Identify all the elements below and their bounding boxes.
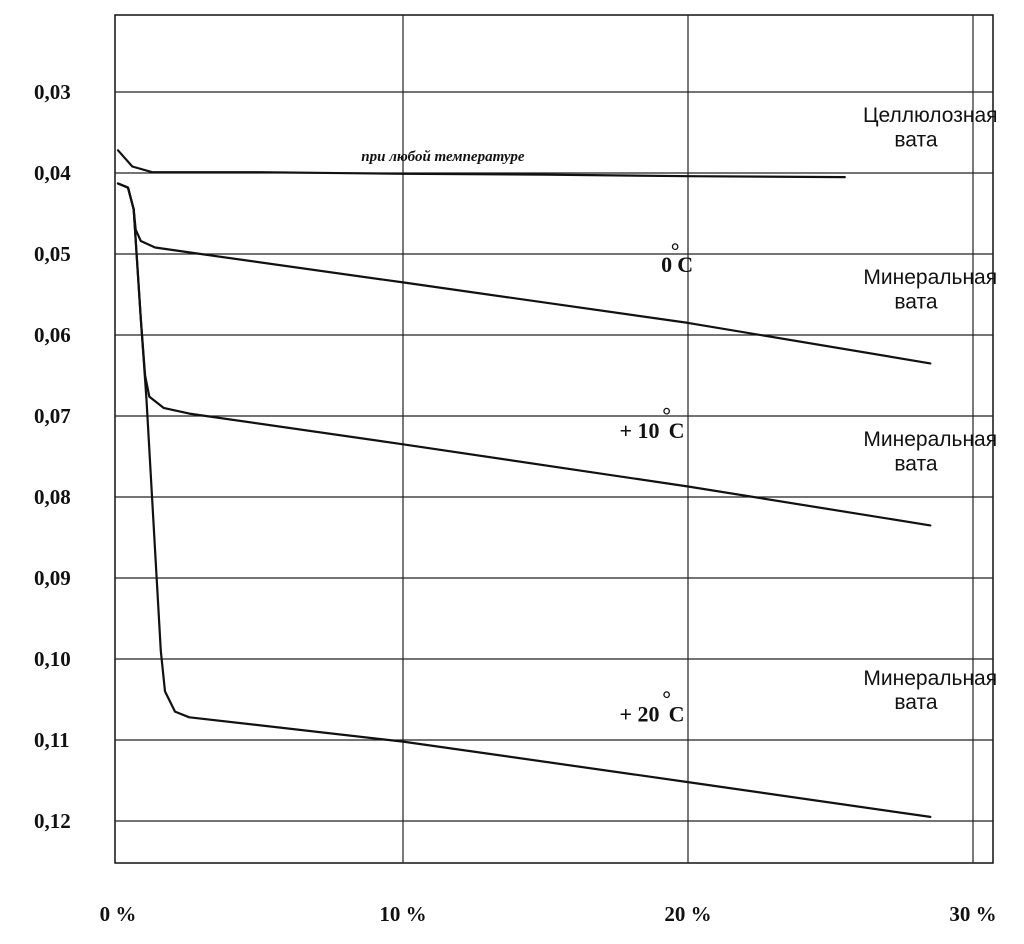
annotation-label: Минеральная (863, 266, 997, 289)
x-tick-label: 20 % (664, 902, 711, 926)
x-tick-label: 10 % (379, 902, 426, 926)
y-tick-label: 0,06 (34, 323, 71, 347)
y-tick-label: 0,10 (34, 647, 71, 671)
annotation-label: вата (894, 452, 938, 475)
annotation-label: 0 (661, 252, 672, 277)
x-tick-label: 0 % (100, 902, 137, 926)
annotation-label: C (669, 701, 685, 726)
annotation-label: ° (671, 238, 680, 263)
annotation-label: C (669, 418, 685, 443)
annotation-label: вата (894, 128, 938, 151)
series-line-4 (116, 182, 932, 819)
annotation-label: + 10 (620, 418, 660, 443)
annotation-label: + 20 (620, 701, 660, 726)
annotation-label: C (677, 252, 693, 277)
series-line-3 (116, 182, 932, 527)
y-tick-label: 0,05 (34, 242, 71, 266)
y-tick-label: 0,04 (34, 161, 71, 185)
y-tick-label: 0,07 (34, 404, 71, 428)
annotation-label: Минеральная (863, 667, 997, 690)
series-line-1 (116, 149, 846, 179)
plot-frame (114, 14, 994, 864)
y-tick-label: 0,03 (34, 80, 71, 104)
y-tick-labels: 0,03 0,04 0,05 0,06 0,07 0,08 0,09 0,10 0,11 0,12 (34, 80, 71, 833)
x-tick-labels: 0 % 10 % 20 % 30 % (100, 902, 997, 926)
y-tick-label: 0,11 (34, 728, 70, 752)
x-tick-label: 30 % (949, 902, 996, 926)
annotation-label: ° (662, 686, 671, 711)
series-lines (116, 149, 932, 819)
annotation-label: Целлюлозная (863, 104, 998, 127)
annotation-label: вата (894, 691, 938, 714)
grid (115, 15, 993, 863)
annotation-label: при любой температуре (361, 149, 525, 165)
y-tick-label: 0,12 (34, 809, 71, 833)
y-tick-label: 0,08 (34, 485, 71, 509)
y-tick-label: 0,09 (34, 566, 71, 590)
annotation-label: Минеральная (863, 428, 997, 451)
series-line-2 (116, 182, 932, 365)
annotation-label: ° (662, 402, 671, 427)
annotation-label: вата (894, 290, 938, 313)
